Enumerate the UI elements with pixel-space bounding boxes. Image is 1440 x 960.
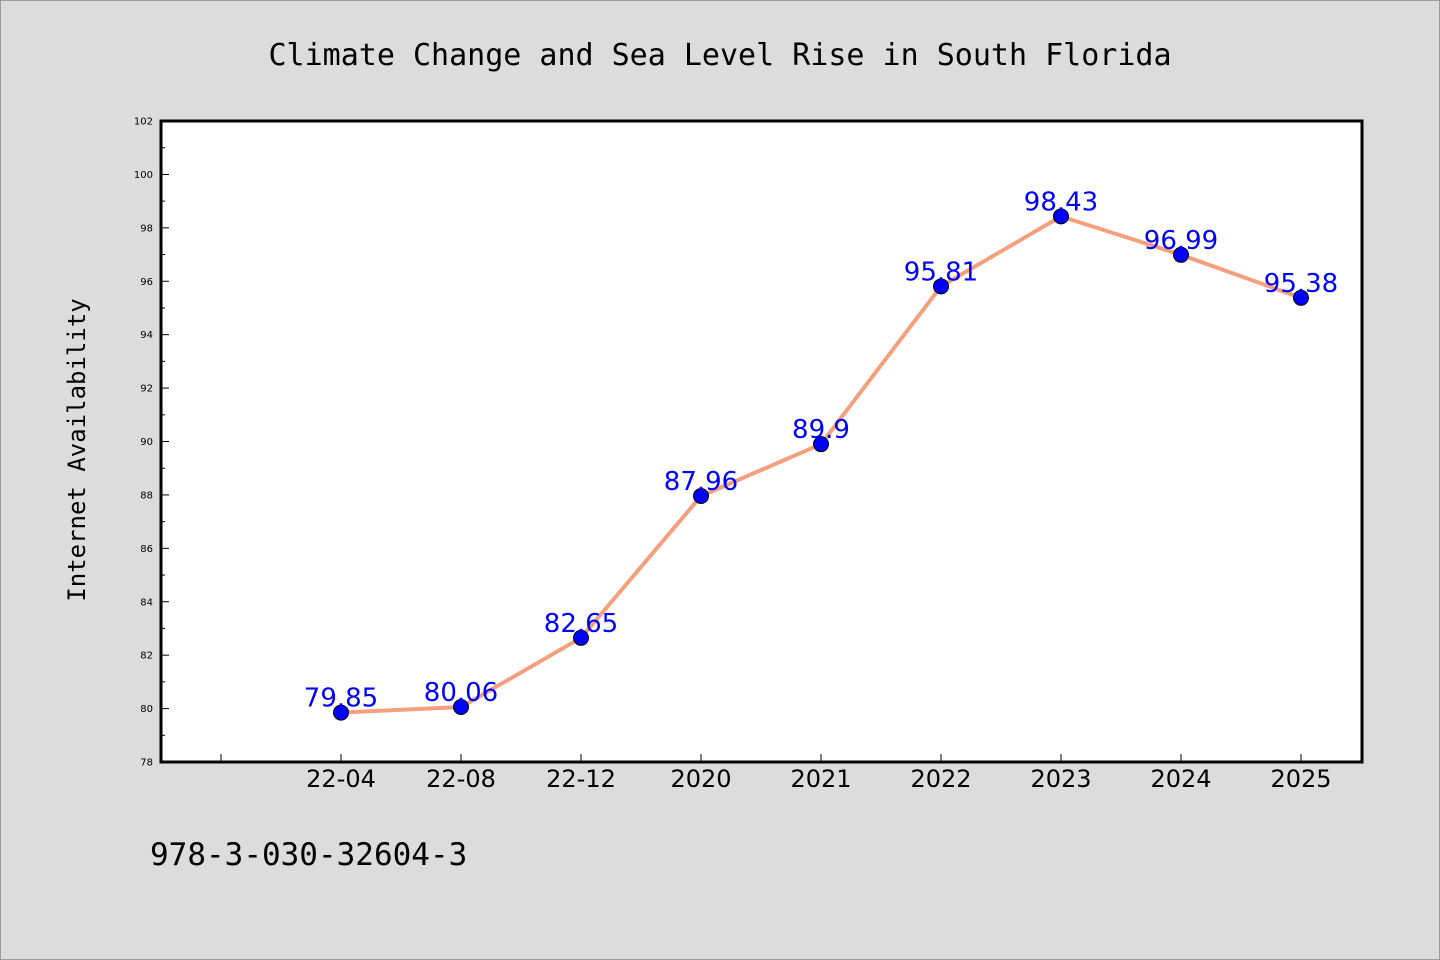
- y-tick-label: 92: [140, 384, 153, 395]
- y-axis-label: Internet Availability: [63, 298, 91, 601]
- y-tick-label: 100: [134, 170, 153, 181]
- y-tick-label: 90: [140, 437, 153, 448]
- plot-area: [161, 121, 1362, 762]
- x-tick-label: 22-12: [546, 765, 616, 793]
- x-tick-label: 22-08: [426, 765, 496, 793]
- data-label: 82.65: [544, 609, 618, 639]
- data-point: [693, 487, 709, 504]
- y-tick-label: 78: [140, 758, 153, 769]
- y-tick-label: 98: [140, 223, 153, 234]
- y-tick-label: 86: [140, 544, 153, 555]
- data-label: 79.85: [304, 684, 378, 714]
- data-point: [1293, 289, 1309, 306]
- chart-title: Climate Change and Sea Level Rise in Sou…: [268, 38, 1171, 73]
- y-axis-ticks: 78 80 82 84 86 88 90 92 94 96 98 100 102: [134, 117, 169, 769]
- data-label: 96.99: [1144, 226, 1218, 256]
- data-point: [933, 278, 949, 295]
- y-tick-label: 80: [140, 704, 153, 715]
- data-label: 89.9: [792, 415, 850, 445]
- data-point: [573, 629, 589, 646]
- x-axis-ticks: 22-04 22-08 22-12 2020 2021 2022 2023 2024 2025: [220, 754, 1332, 793]
- data-point: [1173, 246, 1189, 263]
- x-tick-label: 2020: [670, 765, 731, 793]
- x-tick-label: 2023: [1030, 765, 1091, 793]
- x-tick-label: 2021: [790, 765, 851, 793]
- data-point: [1053, 208, 1069, 225]
- data-point: [813, 436, 829, 453]
- x-tick-label: 2024: [1150, 765, 1211, 793]
- series-layer: [333, 208, 1309, 721]
- isbn-footer: 978-3-030-32604-3: [150, 837, 467, 873]
- data-label: 98.43: [1024, 187, 1098, 217]
- data-label: 80.06: [424, 678, 498, 708]
- y-tick-label: 88: [140, 490, 153, 501]
- x-tick-label: 22-04: [306, 765, 376, 793]
- data-point: [453, 698, 469, 715]
- plot-frame: [159, 119, 1364, 764]
- data-labels: 79.85 80.06 82.65 87.96 89.9 95.81 98.43 96.99 9…: [304, 187, 1338, 713]
- data-point: [333, 704, 349, 721]
- data-label: 95.81: [904, 257, 978, 287]
- y-tick-label: 82: [140, 651, 153, 662]
- x-tick-label: 2022: [910, 765, 971, 793]
- y-tick-label: 96: [140, 277, 153, 288]
- x-tick-label: 2025: [1270, 765, 1331, 793]
- y-tick-label: 94: [140, 330, 153, 341]
- y-tick-label: 84: [140, 597, 153, 608]
- data-label: 95.38: [1264, 269, 1338, 299]
- data-label: 87.96: [664, 467, 738, 497]
- y-tick-label: 102: [134, 117, 153, 128]
